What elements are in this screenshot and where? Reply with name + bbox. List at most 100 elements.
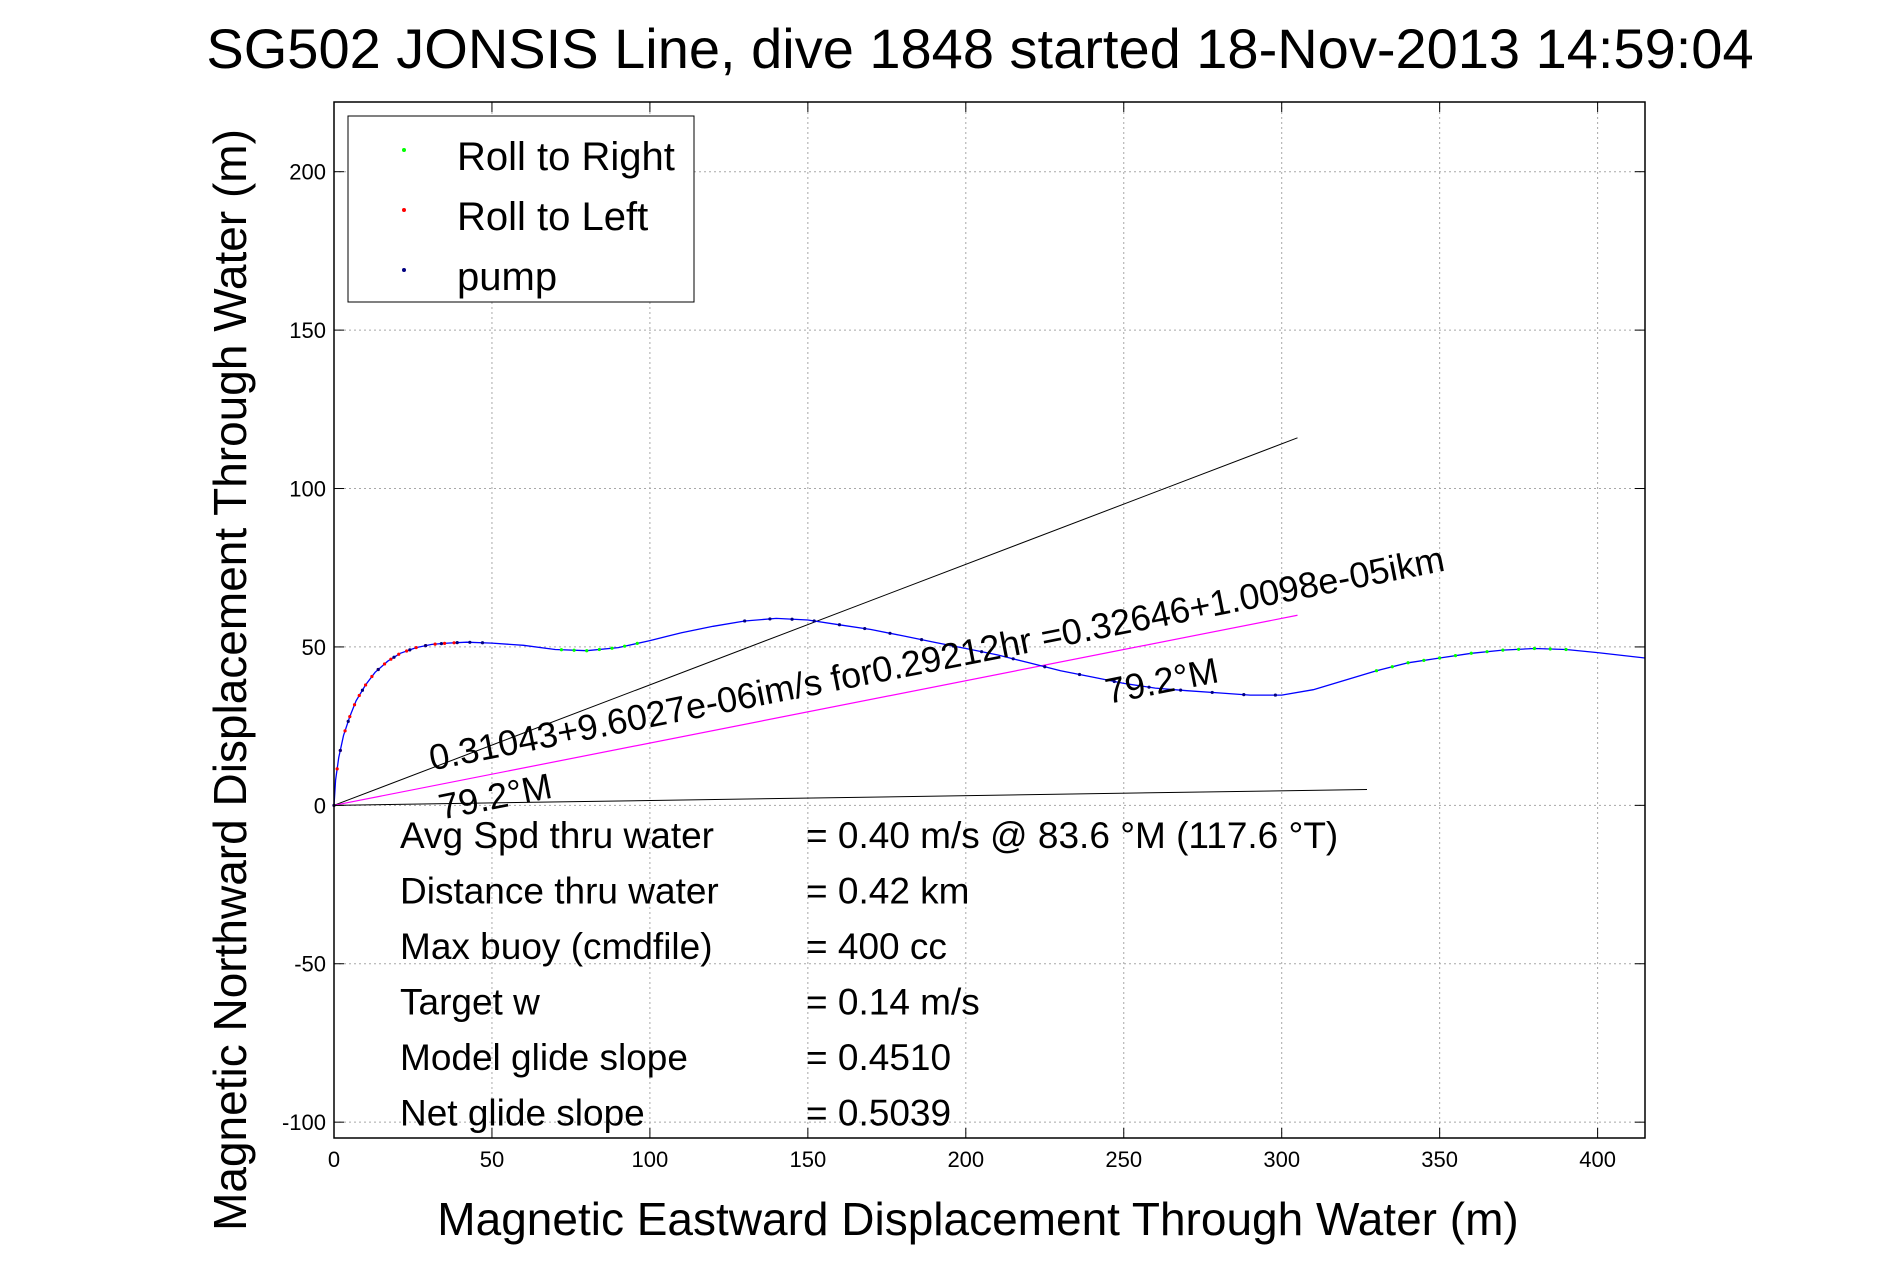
marker-roll-left bbox=[442, 641, 447, 645]
annotations: Avg Spd thru water = 0.40 m/s @ 83.6 °M (… bbox=[400, 815, 1338, 1134]
legend: Roll to Right Roll to Left pump bbox=[347, 115, 695, 303]
marker-pump bbox=[1147, 685, 1151, 689]
marker-roll-right bbox=[1390, 665, 1394, 669]
legend-label-roll-right: Roll to Right bbox=[457, 135, 675, 179]
marker-pump bbox=[1242, 693, 1246, 697]
legend-label-pump: pump bbox=[457, 255, 557, 299]
y-tick-label: -50 bbox=[294, 952, 326, 977]
marker-roll-right bbox=[1532, 646, 1537, 651]
marker-roll-right bbox=[1406, 661, 1410, 665]
y-tick-label: 0 bbox=[314, 793, 326, 818]
marker-roll-left bbox=[414, 645, 418, 650]
annotation-label: Model glide slope bbox=[400, 1037, 688, 1078]
marker-roll-left bbox=[363, 683, 368, 687]
x-tick-label: 0 bbox=[328, 1147, 340, 1172]
marker-roll-left bbox=[343, 729, 347, 733]
marker-roll-left bbox=[357, 693, 361, 698]
marker-pump bbox=[1179, 688, 1183, 692]
marker-pump bbox=[790, 617, 794, 621]
x-tick-label: 100 bbox=[632, 1147, 669, 1172]
marker-pump bbox=[455, 641, 459, 645]
legend-label-roll-left: Roll to Left bbox=[457, 195, 648, 239]
marker-pump bbox=[1011, 657, 1015, 661]
marker-roll-right bbox=[1517, 647, 1521, 651]
x-tick-label: 300 bbox=[1263, 1147, 1300, 1172]
marker-pump bbox=[980, 650, 984, 654]
marker-pump bbox=[919, 638, 924, 642]
annotation-value: = 0.5039 bbox=[806, 1093, 951, 1134]
y-tick-label: 150 bbox=[289, 318, 326, 343]
marker-roll-right bbox=[1422, 658, 1426, 662]
x-tick-label: 400 bbox=[1579, 1147, 1616, 1172]
annotation-label: Avg Spd thru water bbox=[400, 815, 714, 856]
marker-pump bbox=[424, 644, 428, 648]
x-tick-label: 50 bbox=[480, 1147, 504, 1172]
marker-roll-left bbox=[348, 715, 352, 719]
marker-roll-right bbox=[610, 646, 614, 650]
legend-marker-roll-left bbox=[402, 208, 406, 212]
marker-roll-right bbox=[572, 648, 576, 652]
marker-roll-right bbox=[1438, 656, 1442, 660]
marker-pump bbox=[439, 642, 444, 646]
y-axis-label: Magnetic Northward Displacement Through … bbox=[204, 129, 256, 1231]
marker-roll-left bbox=[382, 662, 387, 666]
marker-roll-left bbox=[335, 767, 339, 771]
annotation-value: = 0.42 km bbox=[806, 871, 970, 912]
marker-roll-left bbox=[370, 674, 374, 679]
marker-pump bbox=[480, 641, 485, 645]
marker-pump bbox=[1210, 690, 1214, 695]
marker-roll-left bbox=[452, 641, 456, 645]
marker-pump bbox=[376, 667, 380, 672]
marker-pump bbox=[468, 640, 472, 644]
marker-roll-left bbox=[389, 657, 393, 661]
marker-pump bbox=[1112, 679, 1116, 684]
marker-roll-right bbox=[1453, 654, 1458, 658]
annotation-value: = 0.14 m/s bbox=[806, 982, 980, 1023]
annotation-value: = 0.40 m/s @ 83.6 °M (117.6 °T) bbox=[806, 815, 1338, 856]
x-axis-label: Magnetic Eastward Displacement Through W… bbox=[437, 1193, 1518, 1245]
marker-pump bbox=[392, 655, 396, 659]
marker-roll-right bbox=[585, 649, 589, 653]
marker-roll-right bbox=[635, 641, 639, 645]
y-tick-label: 100 bbox=[289, 477, 326, 502]
marker-pump bbox=[408, 648, 412, 652]
x-tick-label: 150 bbox=[789, 1147, 826, 1172]
marker-roll-left bbox=[352, 703, 357, 707]
marker-pump bbox=[951, 644, 955, 648]
legend-marker-pump bbox=[402, 268, 406, 272]
marker-roll-right bbox=[1564, 647, 1568, 652]
annotation-value: = 0.4510 bbox=[806, 1037, 951, 1078]
marker-roll-right bbox=[597, 647, 601, 652]
ticks: 0 50 100 150 200 250 300 350 400 -100 -50 0 50 100 150… bbox=[282, 102, 1645, 1172]
marker-roll-left bbox=[433, 642, 437, 646]
marker-pump bbox=[888, 631, 892, 635]
marker-pump bbox=[360, 688, 365, 692]
marker-roll-left bbox=[405, 649, 409, 653]
marker-roll-right bbox=[559, 648, 564, 652]
marker-pump bbox=[1273, 693, 1277, 697]
marker-pump bbox=[837, 623, 842, 627]
marker-pump bbox=[768, 617, 772, 621]
marker-roll-left bbox=[397, 652, 401, 656]
grid bbox=[334, 102, 1645, 1138]
marker-pump bbox=[346, 719, 350, 723]
y-tick-label: -100 bbox=[282, 1110, 326, 1135]
marker-pump bbox=[743, 619, 747, 623]
marker-pump bbox=[1043, 665, 1047, 669]
annotation-label: Distance thru water bbox=[400, 871, 719, 912]
annotation-label: Net glide slope bbox=[400, 1093, 645, 1134]
annotation-label: Max buoy (cmdfile) bbox=[400, 926, 713, 967]
marker-roll-right bbox=[1469, 651, 1473, 655]
marker-pump bbox=[812, 619, 816, 623]
marker-roll-right bbox=[1548, 647, 1552, 651]
legend-marker-roll-right bbox=[402, 148, 406, 152]
marker-roll-right bbox=[1374, 669, 1379, 673]
annotation-label: Target w bbox=[400, 982, 540, 1023]
marker-roll-right bbox=[623, 644, 627, 648]
chart-title: SG502 JONSIS Line, dive 1848 started 18-… bbox=[206, 17, 1753, 80]
x-tick-label: 250 bbox=[1105, 1147, 1142, 1172]
y-tick-label: 200 bbox=[289, 160, 326, 185]
x-tick-label: 350 bbox=[1421, 1147, 1458, 1172]
